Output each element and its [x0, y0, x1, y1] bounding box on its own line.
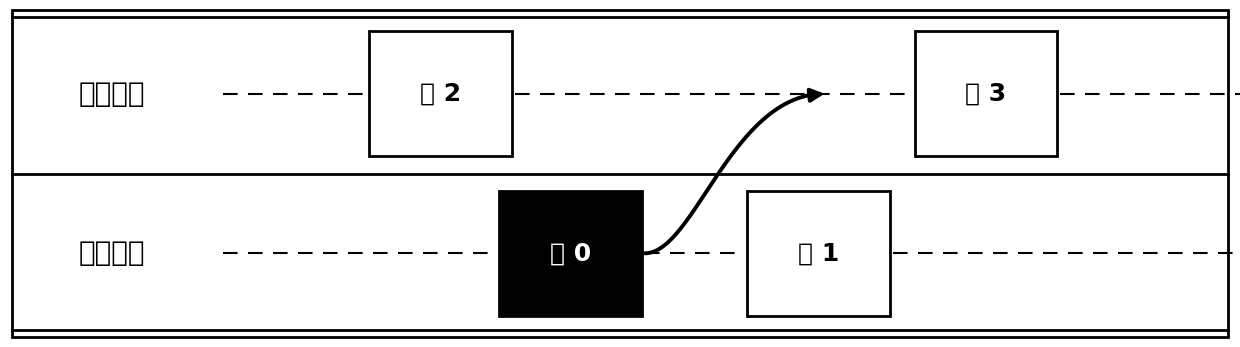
Text: 车 2: 车 2 [419, 82, 461, 106]
Bar [498, 191, 642, 316]
Text: 车 0: 车 0 [549, 241, 591, 265]
Bar [746, 191, 890, 316]
Text: 车 3: 车 3 [965, 82, 1007, 106]
Text: 车 1: 车 1 [797, 241, 839, 265]
Bar [915, 31, 1056, 156]
Bar [370, 31, 511, 156]
Text: 目标车道: 目标车道 [78, 80, 145, 108]
Text: 当前车道: 当前车道 [78, 239, 145, 267]
